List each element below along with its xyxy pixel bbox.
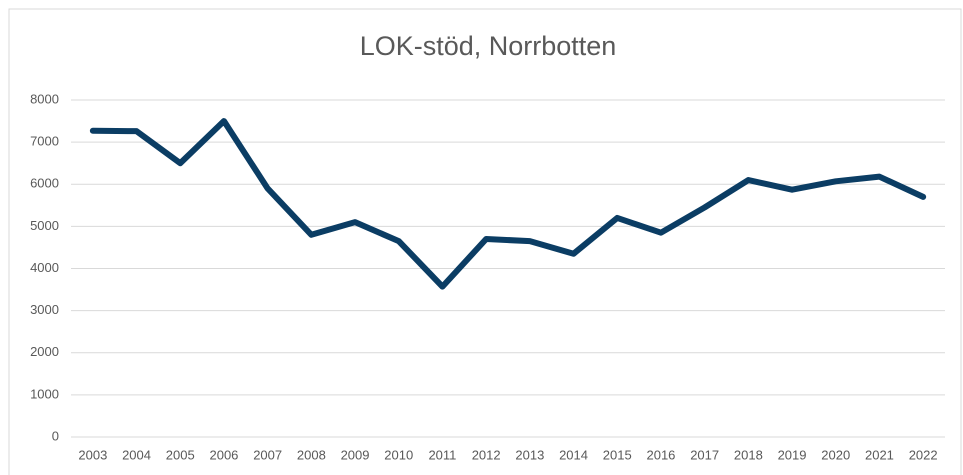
y-tick-label: 6000	[30, 176, 59, 191]
x-tick-label: 2015	[603, 447, 632, 462]
y-tick-label: 8000	[30, 91, 59, 106]
x-tick-label: 2020	[821, 447, 850, 462]
x-tick-label: 2016	[646, 447, 675, 462]
x-tick-label: 2006	[209, 447, 238, 462]
x-tick-label: 2014	[559, 447, 588, 462]
y-tick-label: 1000	[30, 386, 59, 401]
data-line	[89, 118, 927, 290]
chart-title: LOK-stöd, Norrbotten	[360, 31, 617, 61]
x-tick-label: 2017	[690, 447, 719, 462]
x-tick-label: 2018	[734, 447, 763, 462]
x-tick-label: 2008	[297, 447, 326, 462]
x-tick-label: 2005	[166, 447, 195, 462]
y-tick-label: 5000	[30, 218, 59, 233]
y-tick-label: 2000	[30, 344, 59, 359]
y-tick-label: 4000	[30, 260, 59, 275]
x-tick-label: 2010	[384, 447, 413, 462]
x-tick-label: 2021	[865, 447, 894, 462]
x-tick-label: 2011	[428, 447, 456, 462]
x-tick-label: 2007	[253, 447, 282, 462]
y-tick-label: 3000	[30, 302, 59, 317]
x-tick-label: 2013	[515, 447, 544, 462]
x-tick-label: 2003	[78, 447, 107, 462]
x-tick-label: 2019	[778, 447, 807, 462]
x-tick-label: 2004	[122, 447, 151, 462]
y-tick-label: 0	[52, 428, 59, 443]
x-tick-label: 2009	[341, 447, 370, 462]
y-tick-label: 7000	[30, 134, 59, 149]
x-tick-label: 2022	[909, 447, 938, 462]
x-tick-label: 2012	[472, 447, 501, 462]
